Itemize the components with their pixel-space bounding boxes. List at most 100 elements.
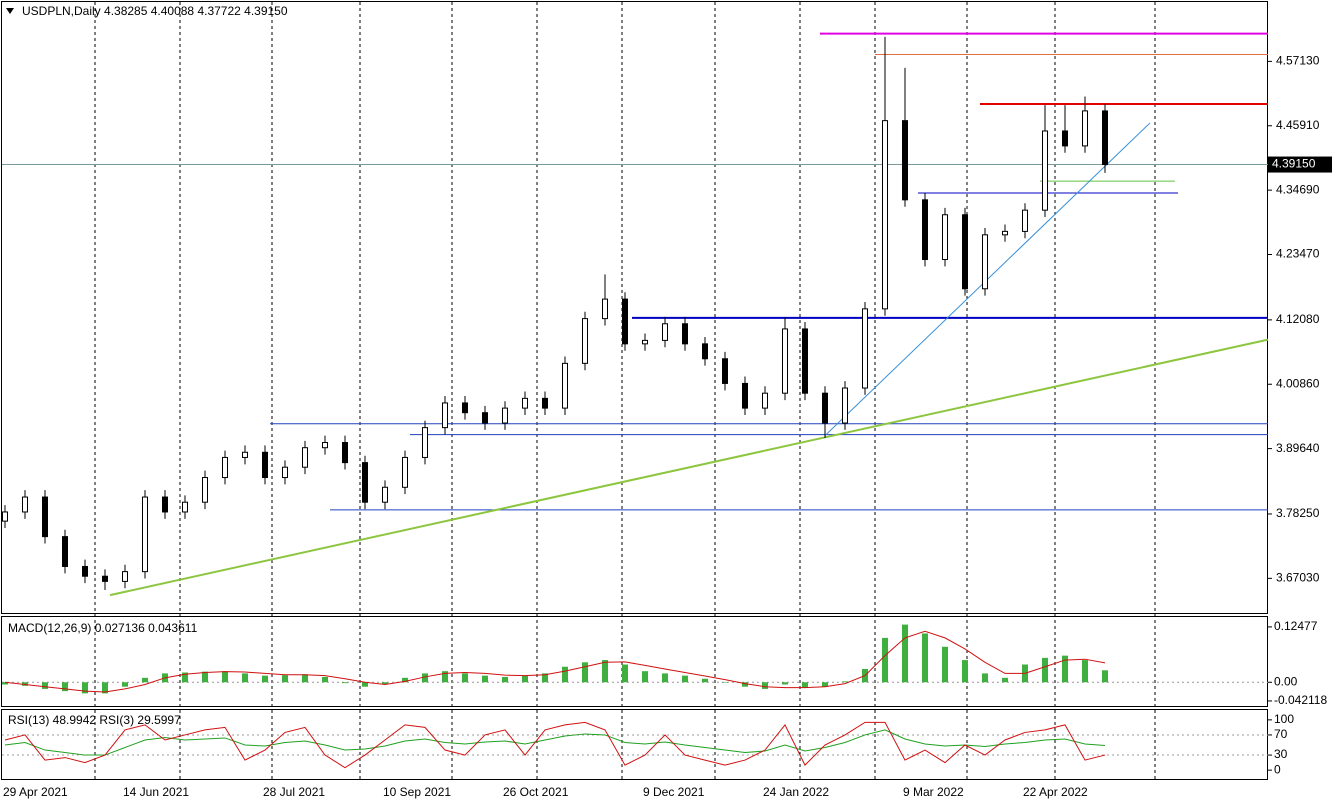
macd-bar: [1102, 670, 1108, 683]
y-tick-label: 3.78250: [1276, 506, 1320, 520]
candle-body: [62, 536, 68, 567]
candle-body: [882, 120, 888, 310]
macd-bar: [742, 682, 748, 687]
candle-body: [582, 318, 588, 364]
candle-body: [422, 427, 428, 458]
macd-bar: [222, 671, 228, 683]
candle-body: [182, 501, 188, 513]
trend-line: [109, 338, 1269, 597]
macd-bar: [502, 676, 508, 683]
candle-body: [762, 392, 768, 409]
macd-bar: [182, 672, 188, 683]
macd-bar: [342, 682, 348, 684]
candle-body: [842, 387, 848, 424]
macd-bar: [122, 682, 128, 687]
candle-body: [982, 234, 988, 290]
candle-body: [622, 298, 628, 345]
candle-body: [142, 496, 148, 573]
candle-body: [822, 392, 828, 424]
y-tick-label: 4.57130: [1276, 54, 1320, 68]
macd-bar: [202, 671, 208, 683]
candle-body: [522, 397, 528, 409]
candle-body: [82, 565, 88, 577]
collapse-icon[interactable]: [6, 8, 14, 14]
macd-bar: [762, 682, 768, 689]
macd-bar: [922, 633, 928, 683]
candle-body: [322, 442, 328, 449]
macd-bar: [682, 675, 688, 683]
candle-body: [1062, 130, 1068, 147]
macd-bar: [102, 682, 108, 694]
chart-title: USDPLN,Daily 4.38285 4.40088 4.37722 4.3…: [22, 4, 288, 18]
macd-panel: [1, 616, 1268, 707]
candle-body: [862, 308, 868, 389]
candle-body: [1082, 110, 1088, 147]
macd-bar: [142, 677, 148, 683]
macd-bar: [382, 682, 388, 685]
macd-bar: [402, 677, 408, 683]
macd-bar: [542, 673, 548, 683]
macd-bar: [1002, 677, 1008, 683]
macd-bar: [842, 681, 848, 683]
candle-body: [782, 328, 788, 394]
candle-body: [22, 496, 28, 513]
candle-body: [1102, 110, 1108, 166]
rsi-title: RSI(13) 48.9942 RSI(3) 29.5997: [8, 713, 181, 727]
macd-bar: [902, 624, 908, 683]
candle-body: [402, 456, 408, 488]
x-tick-label: 26 Oct 2021: [503, 785, 569, 799]
candle-body: [682, 323, 688, 345]
y-tick-label: -0.042118: [1274, 693, 1327, 707]
macd-bar: [722, 682, 728, 683]
candle-body: [702, 343, 708, 360]
macd-bar: [642, 671, 648, 683]
macd-bar: [962, 660, 968, 683]
macd-bar: [282, 675, 288, 683]
macd-bar: [1042, 657, 1048, 683]
macd-bar: [942, 646, 948, 683]
candle-body: [742, 382, 748, 409]
candle-body: [1022, 209, 1028, 232]
y-tick-label: 70: [1274, 727, 1288, 741]
candle-body: [162, 496, 168, 513]
candle-body: [262, 451, 268, 479]
macd-bar: [42, 682, 48, 689]
candle-body: [962, 214, 968, 290]
candle-body: [602, 298, 608, 320]
candle-body: [1002, 230, 1008, 236]
candle-body: [102, 575, 108, 582]
y-tick-label: 100: [1274, 712, 1294, 726]
candle-body: [462, 402, 468, 414]
macd-bar: [422, 673, 428, 683]
current-price-label: 4.39150: [1272, 157, 1316, 171]
candle-body: [942, 214, 948, 261]
y-tick-label: 0.00: [1274, 674, 1298, 688]
y-tick-label: 3.67030: [1276, 571, 1320, 585]
macd-bar: [702, 678, 708, 683]
candle-body: [1042, 130, 1048, 211]
macd-bar: [882, 637, 888, 683]
candle-body: [342, 442, 348, 464]
macd-bar: [562, 666, 568, 683]
macd-bar: [362, 682, 368, 687]
current-price-box: [1268, 156, 1332, 173]
macd-bar: [2, 682, 8, 685]
candle-body: [442, 402, 448, 429]
y-tick-label: 0: [1274, 762, 1281, 776]
x-tick-label: 28 Jul 2021: [263, 785, 325, 799]
x-tick-label: 22 Apr 2022: [1023, 785, 1088, 799]
candle-body: [202, 477, 208, 503]
candle-body: [642, 339, 648, 345]
y-tick-label: 4.23470: [1276, 247, 1320, 261]
macd-bar: [602, 660, 608, 683]
candle-body: [902, 120, 908, 201]
macd-title: MACD(12,26,9) 0.027136 0.043611: [8, 621, 198, 635]
macd-bar: [322, 676, 328, 683]
y-tick-label: 4.34690: [1276, 182, 1320, 196]
candle-body: [122, 571, 128, 582]
macd-bar: [262, 675, 268, 683]
candle-body: [382, 486, 388, 503]
macd-bar: [242, 673, 248, 683]
